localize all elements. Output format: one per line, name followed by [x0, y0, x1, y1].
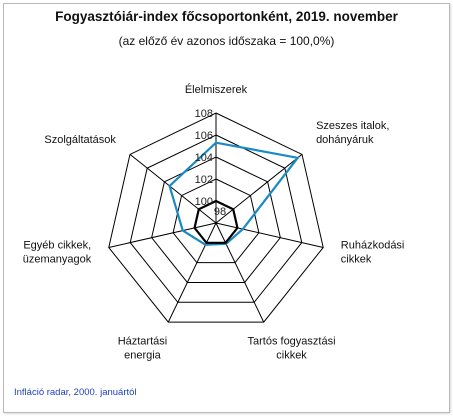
grid-ring	[172, 178, 260, 264]
axis-label: Egyéb cikkek, üzemanyagok	[23, 239, 92, 265]
tick-label: 102	[195, 174, 213, 186]
grid-ring	[108, 112, 324, 323]
grid-spoke	[215, 222, 324, 248]
axis-label: Szeszes italok, dohányáruk	[316, 120, 389, 146]
radar-grid	[108, 112, 324, 323]
axis-label: Szolgáltatások	[44, 134, 116, 146]
source-note: Infláció radar, 2000. januártól	[14, 387, 137, 398]
tick-label: 98	[214, 206, 226, 218]
grid-spoke	[215, 222, 265, 323]
chart-title: Fogyasztóiár-index főcsoportonként, 2019…	[55, 9, 398, 24]
chart-frame	[3, 3, 450, 413]
tick-label: 104	[195, 152, 213, 164]
grid-ring	[129, 134, 303, 303]
grid-spoke	[167, 222, 217, 323]
axis-label: Háztartási energia	[118, 335, 168, 361]
axis-label: Tartós fogyasztási cikkek	[248, 335, 336, 361]
grid-spoke	[108, 222, 217, 248]
axis-label: Ruházkodási cikkek	[341, 239, 405, 265]
tick-label: 100	[195, 196, 213, 208]
grid-spoke	[215, 154, 303, 224]
grid-ring	[151, 156, 281, 283]
tick-label: 108	[195, 108, 213, 120]
tick-label: 106	[195, 130, 213, 142]
series-line-baseline	[193, 199, 239, 244]
chart-subtitle: (az előző év azonos időszaka = 100,0%)	[118, 34, 335, 48]
radar-series	[168, 141, 300, 246]
grid-spoke	[129, 154, 217, 224]
series-line-cpi	[168, 141, 300, 246]
radar-axis-labels: Élelmiszerek Szeszes italok, dohányáruk Ruh…	[23, 83, 405, 361]
axis-label: Élelmiszerek	[185, 83, 248, 96]
